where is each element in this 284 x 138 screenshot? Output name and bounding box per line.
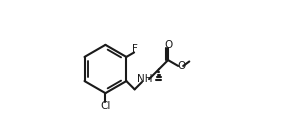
Text: F: F [131, 44, 137, 54]
Text: Cl: Cl [100, 101, 110, 111]
Text: O: O [164, 40, 172, 50]
Text: NH: NH [137, 74, 153, 84]
Text: O: O [178, 61, 186, 71]
